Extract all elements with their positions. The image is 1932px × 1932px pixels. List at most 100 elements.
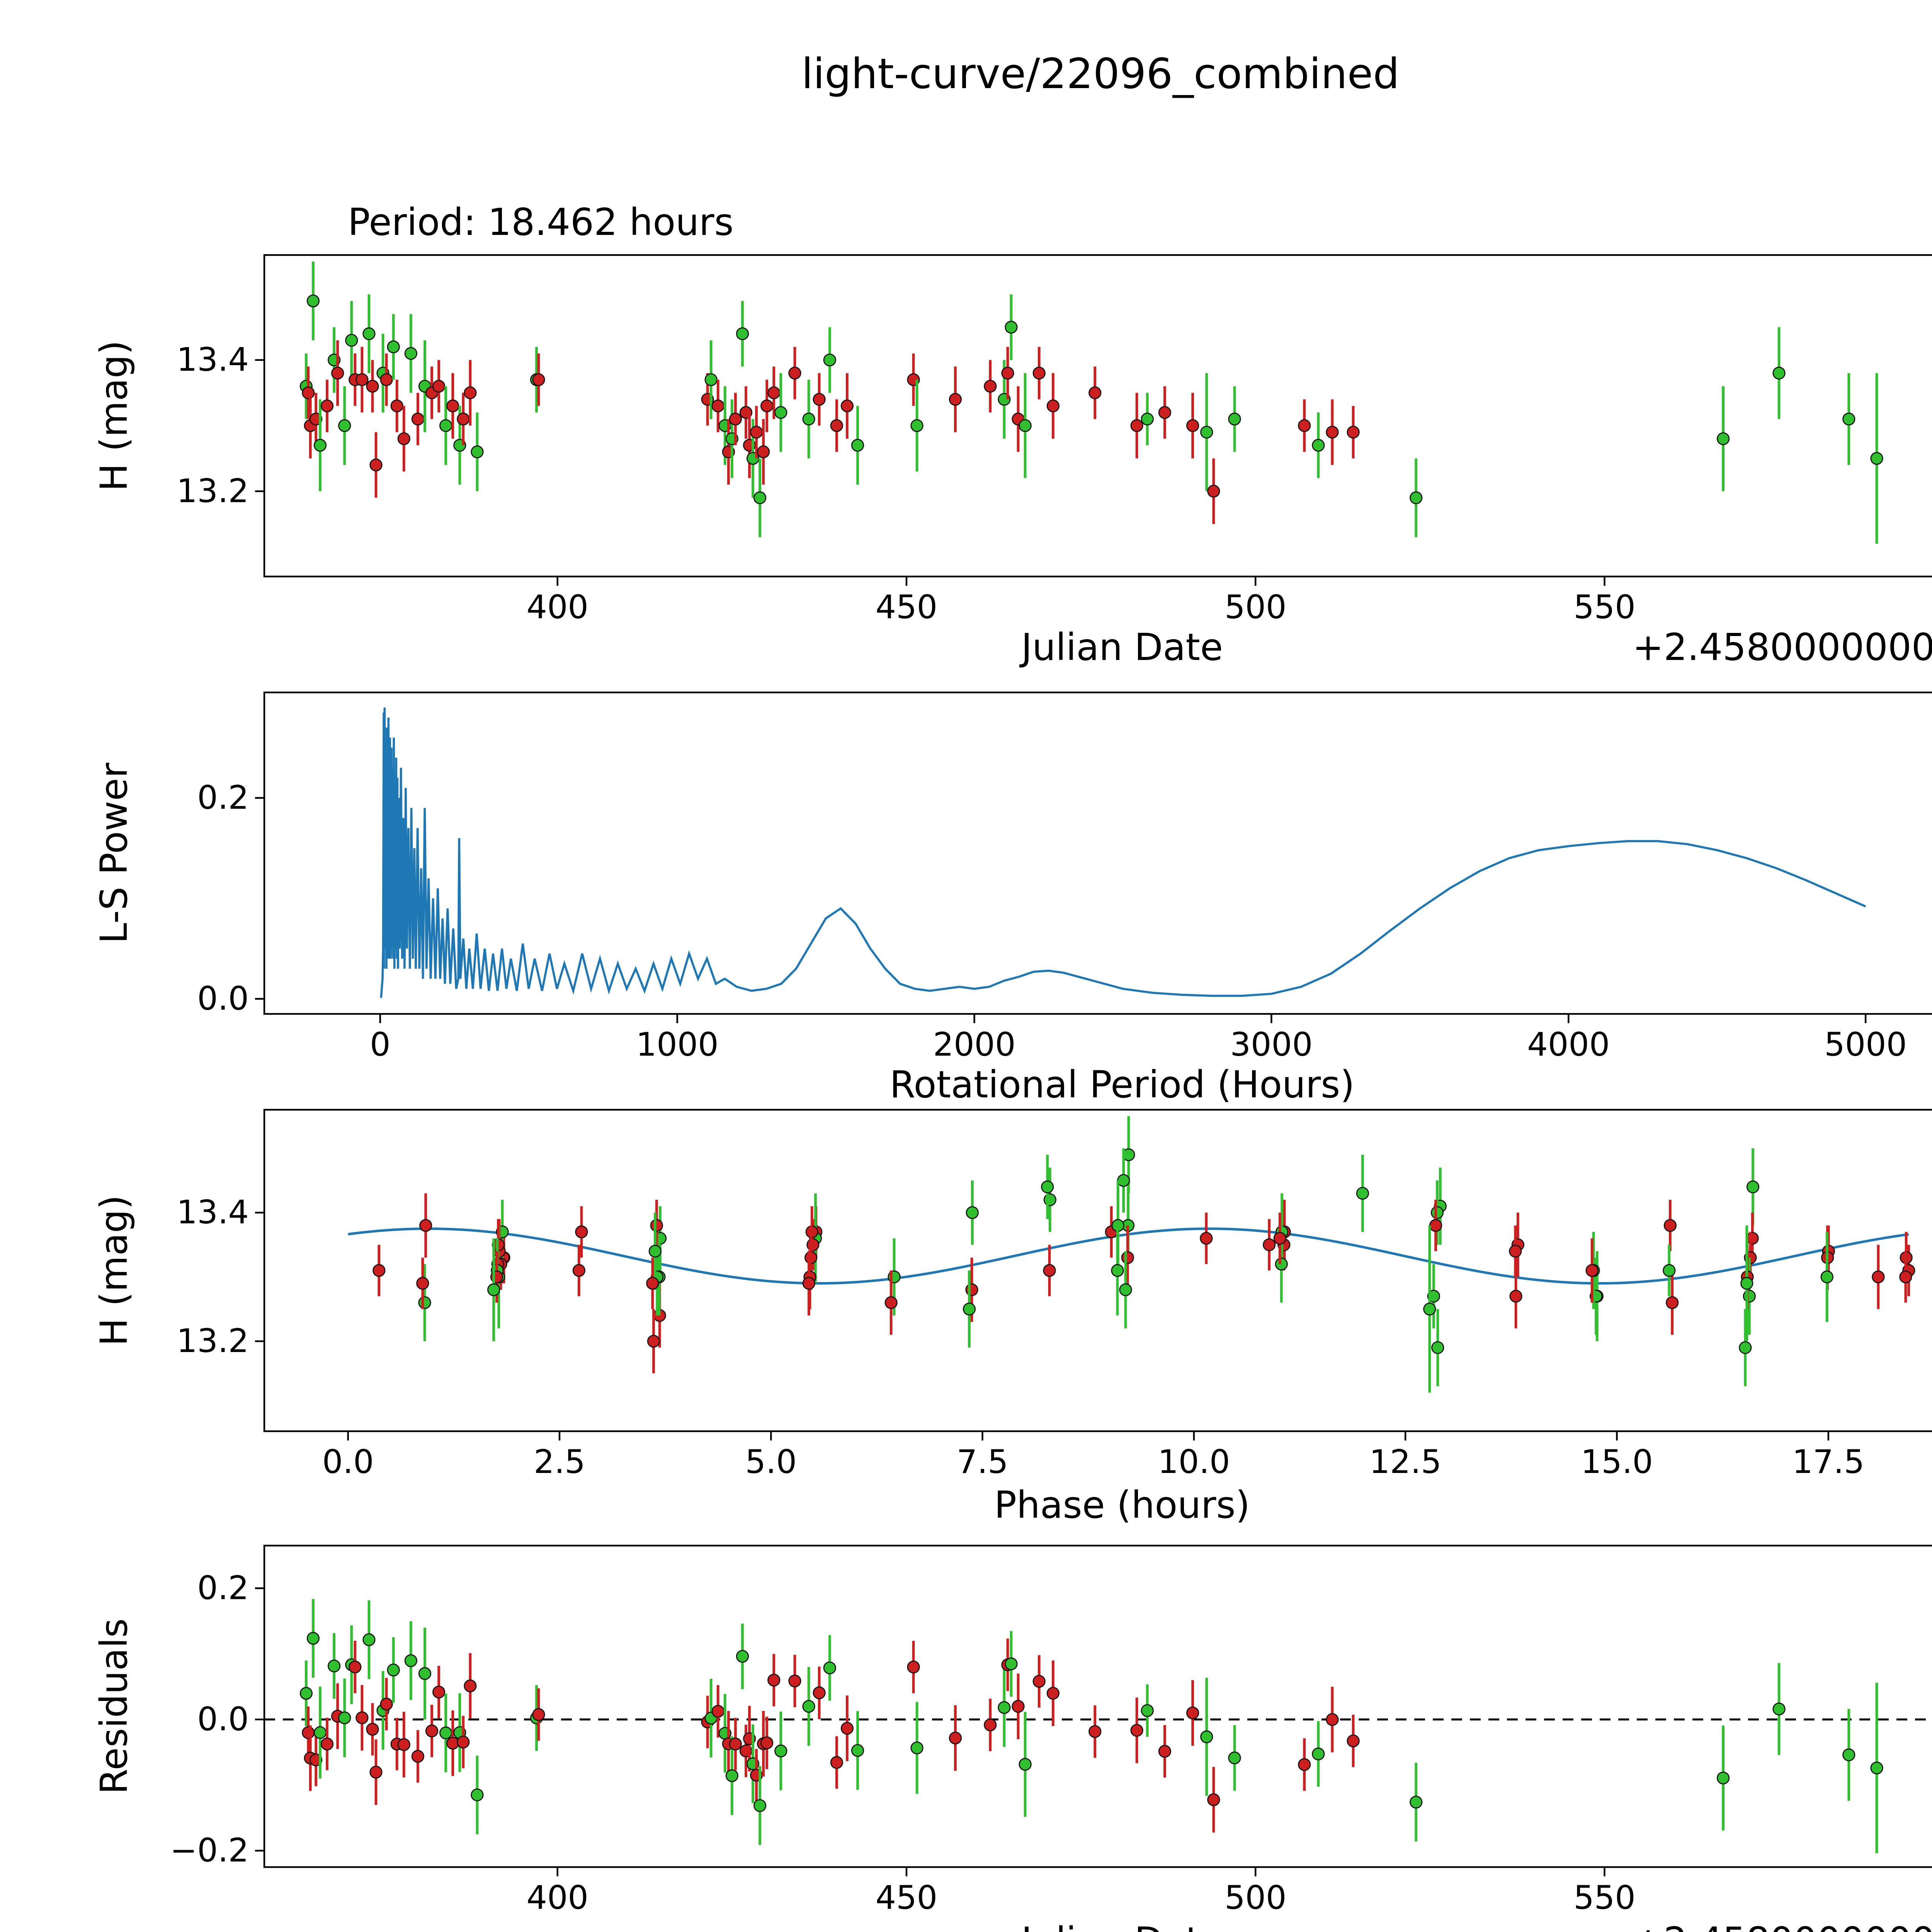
periodogram-xlabel: Rotational Period (Hours) xyxy=(889,1063,1355,1106)
x-tick-label: 4000 xyxy=(1527,1026,1610,1063)
lightcurve-xlabel: Julian Date xyxy=(1019,626,1223,669)
data-point xyxy=(1200,1232,1213,1245)
data-point xyxy=(1046,1687,1060,1700)
data-point xyxy=(802,1700,815,1713)
data-point xyxy=(1046,399,1060,413)
x-tick-label: 550 xyxy=(1573,1879,1635,1917)
data-point xyxy=(404,1654,417,1667)
data-point xyxy=(1019,1758,1032,1771)
data-point xyxy=(387,340,400,354)
data-point xyxy=(380,373,393,386)
data-point xyxy=(302,386,315,400)
data-point xyxy=(1273,1232,1286,1245)
data-point xyxy=(416,1277,429,1290)
data-point xyxy=(647,1335,660,1348)
data-point xyxy=(774,406,787,419)
data-point xyxy=(802,412,815,426)
data-point xyxy=(753,1799,767,1812)
data-point xyxy=(725,1769,738,1782)
data-point xyxy=(1117,1174,1130,1187)
data-point xyxy=(1141,412,1154,426)
data-point xyxy=(1130,419,1143,432)
periodogram-curve xyxy=(380,707,1866,998)
data-point xyxy=(390,399,403,413)
x-tick-label: 5000 xyxy=(1824,1026,1907,1063)
x-tick-label: 450 xyxy=(876,1879,937,1917)
lightcurve-data-layer xyxy=(299,261,1883,544)
data-point xyxy=(411,1750,425,1763)
x-tick-label: 5.0 xyxy=(745,1443,797,1481)
data-point xyxy=(1005,1657,1018,1670)
data-point xyxy=(1141,1704,1154,1717)
data-point xyxy=(338,1711,351,1725)
data-point xyxy=(753,491,767,504)
data-point xyxy=(1207,1793,1220,1806)
data-point xyxy=(372,1264,386,1277)
data-point xyxy=(1088,1725,1102,1738)
data-point xyxy=(302,1726,315,1739)
residuals-x-offset-text: +2.4580000000e6 xyxy=(1633,1919,1932,1932)
data-point xyxy=(729,1737,742,1751)
x-tick-label: 400 xyxy=(527,588,588,626)
phased-data-layer xyxy=(348,1116,1915,1393)
y-tick-label: 0.2 xyxy=(197,779,249,816)
data-point xyxy=(1772,367,1786,380)
data-point xyxy=(1429,1219,1442,1232)
data-point xyxy=(760,1736,774,1750)
data-point xyxy=(1899,1270,1912,1284)
data-point xyxy=(830,419,843,432)
axes-frame xyxy=(263,254,1932,578)
data-point xyxy=(306,294,320,308)
data-point xyxy=(575,1225,588,1238)
data-point xyxy=(830,1756,843,1769)
lightcurve-ylabel: H (mag) xyxy=(92,340,136,492)
data-point xyxy=(1663,1264,1676,1277)
data-point xyxy=(1012,1700,1025,1713)
data-point xyxy=(1001,367,1014,380)
data-point xyxy=(1820,1270,1833,1284)
data-point xyxy=(1121,1251,1134,1264)
data-point xyxy=(418,1667,432,1680)
y-tick-label: −0.2 xyxy=(170,1832,249,1869)
periodogram-data-layer xyxy=(380,707,1866,998)
data-point xyxy=(760,399,774,413)
phased-xlabel: Phase (hours) xyxy=(994,1483,1250,1527)
phased-ylabel: H (mag) xyxy=(92,1195,136,1346)
data-point xyxy=(1585,1264,1599,1277)
x-tick-label: 12.5 xyxy=(1369,1443,1442,1481)
x-tick-label: 7.5 xyxy=(957,1443,1009,1481)
data-point xyxy=(1772,1702,1786,1716)
data-point xyxy=(1872,1270,1885,1284)
data-point xyxy=(1842,412,1855,426)
data-point xyxy=(419,1219,432,1232)
data-point xyxy=(1870,1761,1883,1775)
y-tick-label: 13.2 xyxy=(177,1322,249,1360)
data-point xyxy=(313,439,327,452)
data-point xyxy=(345,334,358,347)
data-point xyxy=(331,367,344,380)
data-point xyxy=(425,1725,439,1738)
data-point xyxy=(328,1659,341,1673)
data-point xyxy=(648,1245,662,1258)
x-tick-label: 3000 xyxy=(1230,1026,1313,1063)
data-point xyxy=(439,1726,452,1740)
x-tick-label: 500 xyxy=(1225,1879,1286,1917)
data-point xyxy=(1431,1341,1444,1354)
data-point xyxy=(457,1735,470,1749)
data-point xyxy=(1043,1193,1056,1206)
data-point xyxy=(404,347,417,360)
data-point xyxy=(1005,321,1018,334)
data-point xyxy=(1041,1180,1054,1194)
data-point xyxy=(1746,1180,1760,1194)
data-point xyxy=(338,419,351,432)
data-point xyxy=(1410,1796,1423,1809)
data-point xyxy=(432,379,446,393)
data-point xyxy=(1111,1264,1124,1277)
data-point xyxy=(1743,1289,1756,1303)
data-point xyxy=(1158,406,1171,419)
data-point xyxy=(313,1726,327,1739)
data-point xyxy=(355,373,369,386)
data-point xyxy=(397,1738,410,1751)
y-tick-label: 13.4 xyxy=(177,1193,249,1231)
data-point xyxy=(907,1660,920,1673)
